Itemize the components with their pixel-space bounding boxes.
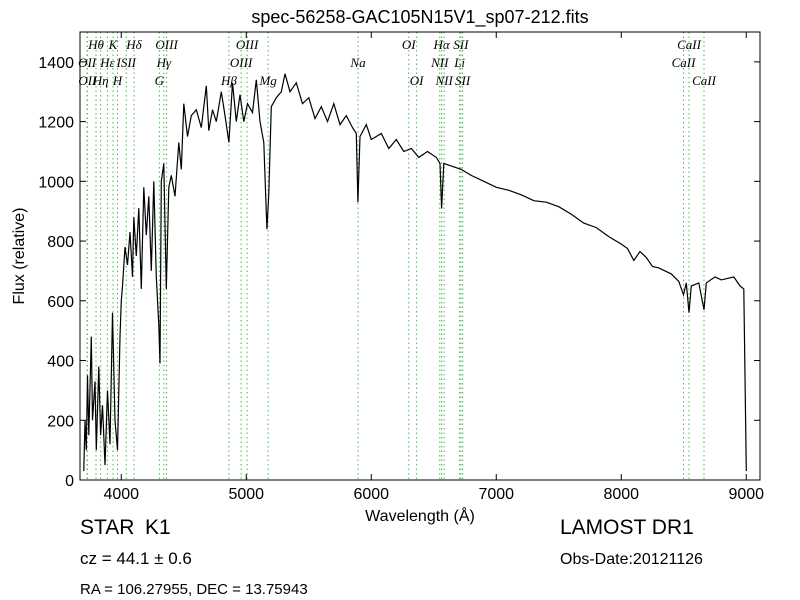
spectral-line-label: ISII [116, 55, 137, 70]
object-class: STAR [80, 516, 134, 539]
spectral-line-label: Hβ [220, 73, 237, 88]
spectral-line-label: NII [430, 55, 449, 70]
spectral-line-label: OIII [230, 55, 253, 70]
y-tick-label: 1000 [38, 174, 74, 191]
plot-frame [79, 31, 761, 481]
spectral-line-label: H [112, 73, 123, 88]
obs-date: Obs-Date:20121126 [560, 551, 703, 568]
spectral-line-label: Hα [433, 37, 451, 52]
spectral-line-label: Na [349, 55, 366, 70]
spectral-line-label: OI [402, 37, 416, 52]
y-tick-label: 800 [47, 234, 74, 251]
spectral-line-label: Li [453, 55, 465, 70]
y-axis-label: Flux (relative) [11, 208, 28, 305]
redshift: cz = 44.1 ± 0.6 [80, 549, 192, 568]
spectral-line-label: CaII [672, 55, 697, 70]
x-tick-label: 5000 [228, 486, 264, 503]
spectral-line-label: OII [78, 55, 97, 70]
spectral-line-label: OIII [236, 37, 259, 52]
y-tick-label: 1200 [38, 115, 74, 132]
x-tick-label: 4000 [103, 486, 139, 503]
spectral-line-label: CaII [692, 73, 717, 88]
coordinates: RA = 106.27955, DEC = 13.75943 [80, 581, 308, 598]
spectral-line-label: Hη [92, 73, 109, 88]
y-tick-label: 200 [47, 413, 74, 430]
x-tick-label: 9000 [728, 486, 764, 503]
spectral-line-label: K [108, 37, 119, 52]
spectral-line-label: NII [434, 73, 453, 88]
spectral-line-label: Hθ [87, 37, 104, 52]
y-tick-label: 0 [65, 473, 74, 490]
spectral-line-label: SII [455, 73, 471, 88]
x-axis-label: Wavelength (Å) [365, 506, 475, 525]
spectral-line-label: Hγ [156, 55, 172, 70]
spectral-line-label: Mg [258, 73, 277, 88]
spectral-line-label: SII [453, 37, 469, 52]
spectrum-line [83, 73, 747, 472]
spectral-line-label: CaII [677, 37, 702, 52]
chart-title: spec-56258-GAC105N15V1_sp07-212.fits [251, 7, 588, 28]
spectral-line-label: OIII [155, 37, 178, 52]
x-tick-label: 8000 [603, 486, 639, 503]
spectral-line-label: Hε [99, 55, 115, 70]
spectral-line-label: OII [78, 73, 97, 88]
y-tick-label: 1400 [38, 55, 74, 72]
x-tick-label: 7000 [478, 486, 514, 503]
subclass: K1 [145, 516, 171, 539]
survey: LAMOST DR1 [560, 516, 694, 539]
spectral-line-label: Hδ [125, 37, 142, 52]
y-tick-label: 400 [47, 354, 74, 371]
spectral-line-label: G [155, 73, 165, 88]
spectral-line-label: OI [410, 73, 424, 88]
x-tick-label: 6000 [353, 486, 389, 503]
y-tick-label: 600 [47, 294, 74, 311]
